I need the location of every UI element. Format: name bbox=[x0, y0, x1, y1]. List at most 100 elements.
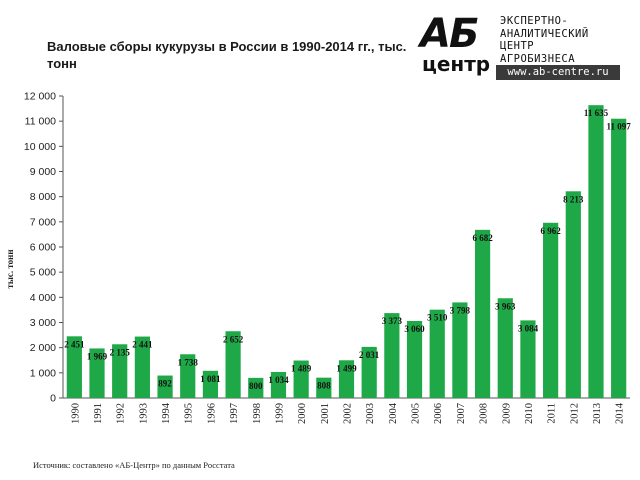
data-label: 3 798 bbox=[450, 305, 471, 315]
bar bbox=[180, 354, 196, 398]
y-tick-label: 3 000 bbox=[30, 317, 56, 329]
x-tick-label: 1994 bbox=[161, 402, 172, 424]
bar bbox=[406, 320, 423, 398]
x-tick-label: 1991 bbox=[93, 403, 104, 424]
x-tick-label: 2002 bbox=[343, 403, 354, 424]
bar bbox=[225, 331, 241, 398]
y-tick-label: 0 bbox=[50, 393, 56, 405]
x-tick-label: 2012 bbox=[569, 403, 580, 424]
data-label: 2 031 bbox=[359, 350, 380, 360]
y-tick-label: 2 000 bbox=[30, 342, 56, 354]
logo-line-2: АНАЛИТИЧЕСКИЙ bbox=[500, 27, 589, 40]
bar bbox=[361, 346, 377, 398]
x-tick-label: 2001 bbox=[320, 403, 331, 424]
y-tick-label: 8 000 bbox=[30, 191, 56, 203]
data-label: 808 bbox=[317, 381, 331, 391]
data-label: 892 bbox=[158, 379, 172, 389]
x-tick-label: 2000 bbox=[297, 403, 308, 424]
bar bbox=[588, 105, 604, 398]
data-label: 11 635 bbox=[584, 108, 609, 118]
bar bbox=[248, 377, 264, 398]
y-tick-label: 11 000 bbox=[25, 116, 56, 128]
x-tick-label: 2011 bbox=[547, 403, 558, 424]
x-tick-label: 2004 bbox=[388, 402, 399, 424]
data-label: 3 084 bbox=[518, 323, 539, 333]
x-tick-label: 2009 bbox=[501, 403, 512, 424]
data-label: 1 738 bbox=[178, 357, 199, 367]
bar bbox=[565, 191, 581, 398]
bar bbox=[316, 377, 332, 398]
logo-line-1: ЭКСПЕРТНО- bbox=[500, 15, 569, 27]
y-axis-title: тыс. тонн bbox=[5, 249, 15, 288]
x-tick-label: 2010 bbox=[524, 403, 535, 424]
bar bbox=[429, 309, 445, 398]
bar bbox=[89, 348, 105, 398]
bar bbox=[452, 302, 468, 398]
bar bbox=[474, 229, 491, 398]
data-label: 1 034 bbox=[268, 375, 289, 385]
bar bbox=[157, 375, 173, 398]
bar bbox=[497, 298, 513, 398]
x-tick-label: 2005 bbox=[411, 403, 422, 424]
y-tick-label: 10 000 bbox=[24, 141, 56, 153]
x-tick-label: 2013 bbox=[592, 403, 603, 424]
x-tick-label: 1996 bbox=[206, 403, 217, 424]
ab-centre-logo: АБ центр ЭКСПЕРТНО- АНАЛИТИЧЕСКИЙ ЦЕНТР … bbox=[420, 14, 620, 80]
logo-line-3: ЦЕНТР bbox=[500, 40, 535, 52]
bar bbox=[543, 222, 559, 398]
chart-title: Валовые сборы кукурузы в России в 1990-2… bbox=[47, 39, 407, 71]
data-label: 800 bbox=[249, 381, 263, 391]
x-tick-label: 2014 bbox=[615, 402, 626, 424]
y-tick-label: 12 000 bbox=[24, 91, 56, 103]
y-tick-label: 9 000 bbox=[30, 166, 56, 178]
x-tick-label: 2006 bbox=[433, 403, 444, 424]
data-label: 3 373 bbox=[382, 316, 403, 326]
bar bbox=[134, 336, 150, 398]
x-tick-label: 1997 bbox=[229, 403, 240, 424]
x-tick-label: 1992 bbox=[116, 403, 127, 424]
y-tick-label: 7 000 bbox=[30, 216, 56, 228]
bar bbox=[520, 320, 536, 398]
data-label: 1 489 bbox=[291, 364, 312, 374]
data-label: 2 451 bbox=[64, 339, 85, 349]
data-label: 3 963 bbox=[495, 301, 516, 311]
x-tick-label: 2007 bbox=[456, 403, 467, 424]
data-label: 1 969 bbox=[87, 351, 108, 361]
x-tick-label: 1993 bbox=[138, 403, 149, 424]
data-label: 3 060 bbox=[404, 324, 425, 334]
logo-line-4: АГРОБИЗНЕСА bbox=[500, 52, 576, 65]
y-tick-label: 5 000 bbox=[30, 267, 56, 279]
bar bbox=[338, 360, 355, 398]
data-label: 6 682 bbox=[472, 233, 493, 243]
data-label: 8 213 bbox=[563, 194, 584, 204]
data-label: 1 081 bbox=[200, 374, 221, 384]
data-label: 11 097 bbox=[607, 122, 632, 132]
data-label: 2 652 bbox=[223, 334, 244, 344]
bar bbox=[293, 360, 309, 398]
data-label: 3 510 bbox=[427, 313, 448, 323]
y-tick-label: 4 000 bbox=[30, 292, 56, 304]
logo-caption: ЭКСПЕРТНО- АНАЛИТИЧЕСКИЙ ЦЕНТР АГРОБИЗНЕ… bbox=[500, 15, 589, 65]
x-tick-label: 1998 bbox=[252, 403, 263, 424]
data-label: 6 962 bbox=[540, 226, 561, 236]
x-tick-label: 1995 bbox=[184, 403, 195, 424]
source-note: Источник: составлено «АБ-Центр» по данны… bbox=[33, 460, 235, 470]
bar bbox=[112, 344, 128, 398]
bar bbox=[66, 336, 82, 398]
y-tick-label: 1 000 bbox=[30, 367, 56, 379]
x-tick-label: 2008 bbox=[479, 403, 490, 424]
bar bbox=[384, 313, 400, 398]
data-label: 2 441 bbox=[132, 340, 153, 350]
data-label: 1 499 bbox=[336, 363, 357, 373]
logo-url: www.ab-centre.ru bbox=[496, 65, 620, 80]
logo-mark-ab: АБ bbox=[420, 11, 479, 57]
data-label: 2 135 bbox=[110, 347, 131, 357]
bar bbox=[202, 370, 219, 398]
bar bbox=[611, 118, 627, 399]
x-tick-label: 2003 bbox=[365, 403, 376, 424]
y-tick-label: 6 000 bbox=[30, 242, 56, 254]
x-tick-label: 1990 bbox=[70, 403, 81, 424]
logo-mark-centr: центр bbox=[422, 52, 491, 76]
x-tick-label: 1999 bbox=[274, 403, 285, 424]
